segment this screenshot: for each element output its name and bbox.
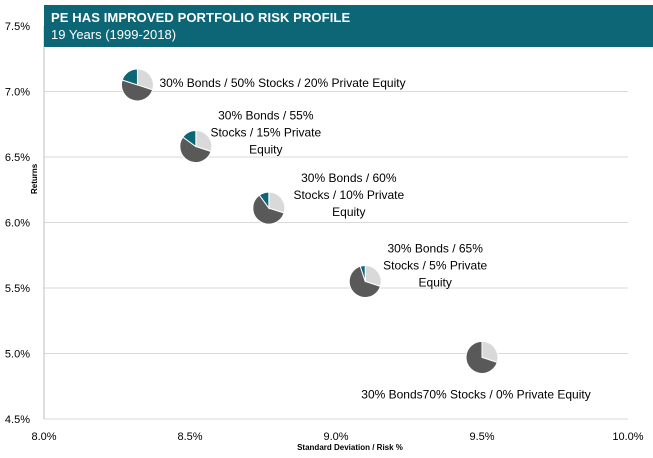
point-label: Stocks / 15% Private (210, 126, 321, 140)
point-label: 30% Bonds / 65% (387, 241, 483, 255)
chart-title: PE HAS IMPROVED PORTFOLIO RISK PROFILE (51, 10, 351, 25)
pie-slice-bonds (481, 340, 499, 364)
y-tick-label: 6.5% (5, 152, 30, 164)
x-axis-label: Standard Deviation / Risk % (297, 443, 403, 452)
point-label: Equity (249, 143, 282, 157)
y-tick-label: 4.5% (5, 414, 30, 426)
point-label: 30% Bonds / 50% Stocks / 20% Private Equ… (159, 76, 405, 90)
pie-slice-private-equity (182, 130, 197, 148)
x-tick-label: 9.0% (323, 431, 348, 443)
point-label: 30% Bonds / 60% (301, 171, 397, 185)
y-tick-label: 5.5% (5, 283, 30, 295)
pie-slice-bonds (268, 191, 286, 214)
pie-slice-private-equity (258, 191, 270, 210)
point-label: Stocks / 10% Private (293, 188, 404, 202)
point-label: Stocks / 5% Private (383, 258, 487, 272)
pie-slice-stocks (179, 136, 212, 164)
x-tick-label: 10.0% (612, 431, 643, 443)
x-tick-label: 9.5% (469, 431, 494, 443)
point-label: Equity (419, 275, 452, 289)
x-tick-label: 8.0% (31, 431, 56, 443)
point-label: Equity (332, 205, 365, 219)
pie-slice-private-equity (121, 68, 138, 86)
y-tick-label: 7.0% (5, 87, 30, 99)
title-banner: PE HAS IMPROVED PORTFOLIO RISK PROFILE 1… (44, 5, 653, 47)
point-label: 30% Bonds / 55% (218, 109, 314, 123)
pie-slice-stocks (465, 340, 498, 374)
pie-slice-bonds (195, 130, 213, 153)
y-tick-label: 6.0% (5, 218, 30, 230)
pie-slice-private-equity (359, 264, 366, 282)
y-tick-label: 5.0% (5, 349, 30, 361)
pie-slice-bonds (136, 68, 154, 91)
pie-slice-bonds (364, 264, 382, 288)
point-label: 30% Bonds70% Stocks / 0% Private Equity (361, 387, 590, 401)
chart-subtitle: 19 Years (1999-2018) (51, 27, 177, 42)
y-tick-label: 7.5% (5, 21, 30, 33)
x-tick-label: 8.5% (177, 431, 202, 443)
pie-slice-stocks (348, 265, 382, 298)
pie-slice-stocks (252, 194, 285, 225)
pie-slice-stocks (120, 79, 154, 102)
